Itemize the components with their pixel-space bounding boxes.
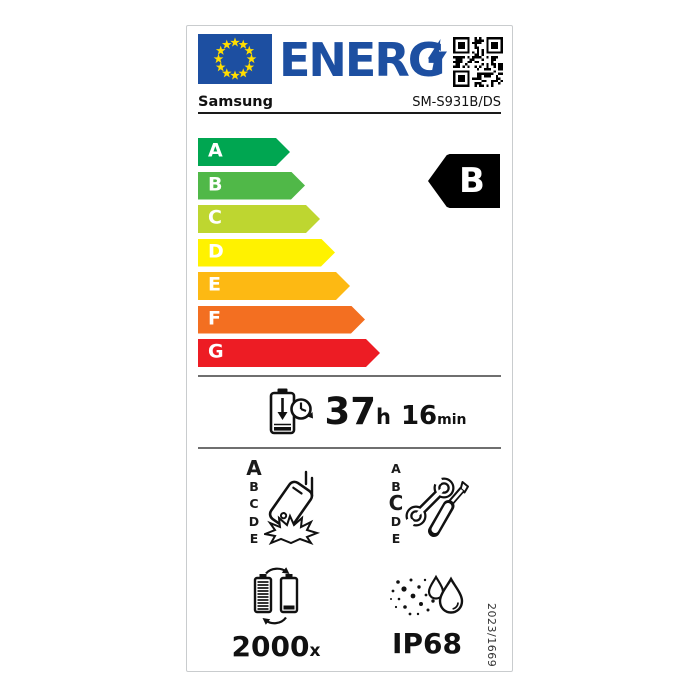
repairability-scale-d: D: [390, 513, 402, 529]
model-identifier: SM-S931B/DS: [412, 95, 501, 110]
repairability-scale-e: E: [391, 531, 401, 546]
rating-badge: B: [428, 154, 500, 208]
efficiency-grade-letter: A: [208, 139, 223, 162]
separator-bottom: [198, 447, 501, 449]
phone-drop-icon: [264, 467, 322, 545]
drop-resistance-scale-c: C: [249, 496, 259, 511]
repairability-scale-a: A: [391, 461, 401, 476]
brand-row: Samsung SM-S931B/DS: [198, 94, 501, 110]
ingress-protection-section: IP68: [375, 574, 479, 658]
qr-code: [453, 37, 503, 87]
drop-resistance-scale-e: E: [249, 531, 259, 546]
endurance-minutes-unit: min: [437, 411, 467, 428]
drop-resistance-scale-d: D: [248, 513, 260, 529]
efficiency-arrow-a: A: [198, 138, 290, 166]
endurance-hours: 37: [324, 389, 377, 433]
dust-water-icon: [388, 574, 466, 619]
energ-logo-text: ENERG: [279, 33, 446, 87]
ip-rating: IP68: [392, 627, 462, 660]
battery-cycles-value: 2000x: [224, 633, 328, 661]
efficiency-arrow-b: B: [198, 172, 305, 200]
efficiency-grade-letter: C: [208, 206, 222, 229]
drop-resistance-scale-a: A: [246, 456, 262, 480]
cycle-count: 2000: [231, 630, 310, 663]
efficiency-grade-letter: G: [208, 340, 224, 363]
repairability-scale-b: B: [391, 478, 401, 494]
drop-resistance-scale-b: B: [249, 478, 259, 494]
efficiency-arrow-c: C: [198, 205, 320, 233]
efficiency-grade-letter: F: [208, 307, 221, 330]
cycle-suffix: x: [309, 641, 321, 661]
battery-cycles-section: 2000x: [224, 567, 328, 661]
battery-endurance-value: 37h 16min: [325, 390, 467, 433]
regulation-number: 2023/1669: [485, 603, 498, 668]
battery-cycle-icon: [253, 567, 299, 627]
efficiency-grade-letter: E: [208, 273, 221, 296]
battery-endurance-section: 37h 16min: [187, 378, 512, 444]
endurance-minutes: 16: [400, 400, 438, 431]
eu-flag-icon: [198, 34, 272, 84]
endurance-hours-unit: h: [376, 404, 391, 429]
repairability-scale-c: C: [388, 491, 404, 515]
supplier-name: Samsung: [198, 94, 273, 110]
lightning-bolt-icon: [428, 39, 447, 76]
efficiency-grade-letter: D: [208, 240, 224, 263]
efficiency-grade-letter: B: [208, 173, 223, 196]
efficiency-arrow-e: E: [198, 272, 350, 300]
efficiency-arrow-f: F: [198, 306, 365, 334]
efficiency-arrow-g: G: [198, 339, 380, 367]
header-divider: [198, 112, 501, 114]
efficiency-arrow-d: D: [198, 239, 335, 267]
wrench-screwdriver-icon: [404, 476, 474, 544]
rating-letter: B: [459, 161, 485, 201]
separator-top: [198, 375, 501, 377]
battery-clock-icon: [269, 388, 313, 435]
